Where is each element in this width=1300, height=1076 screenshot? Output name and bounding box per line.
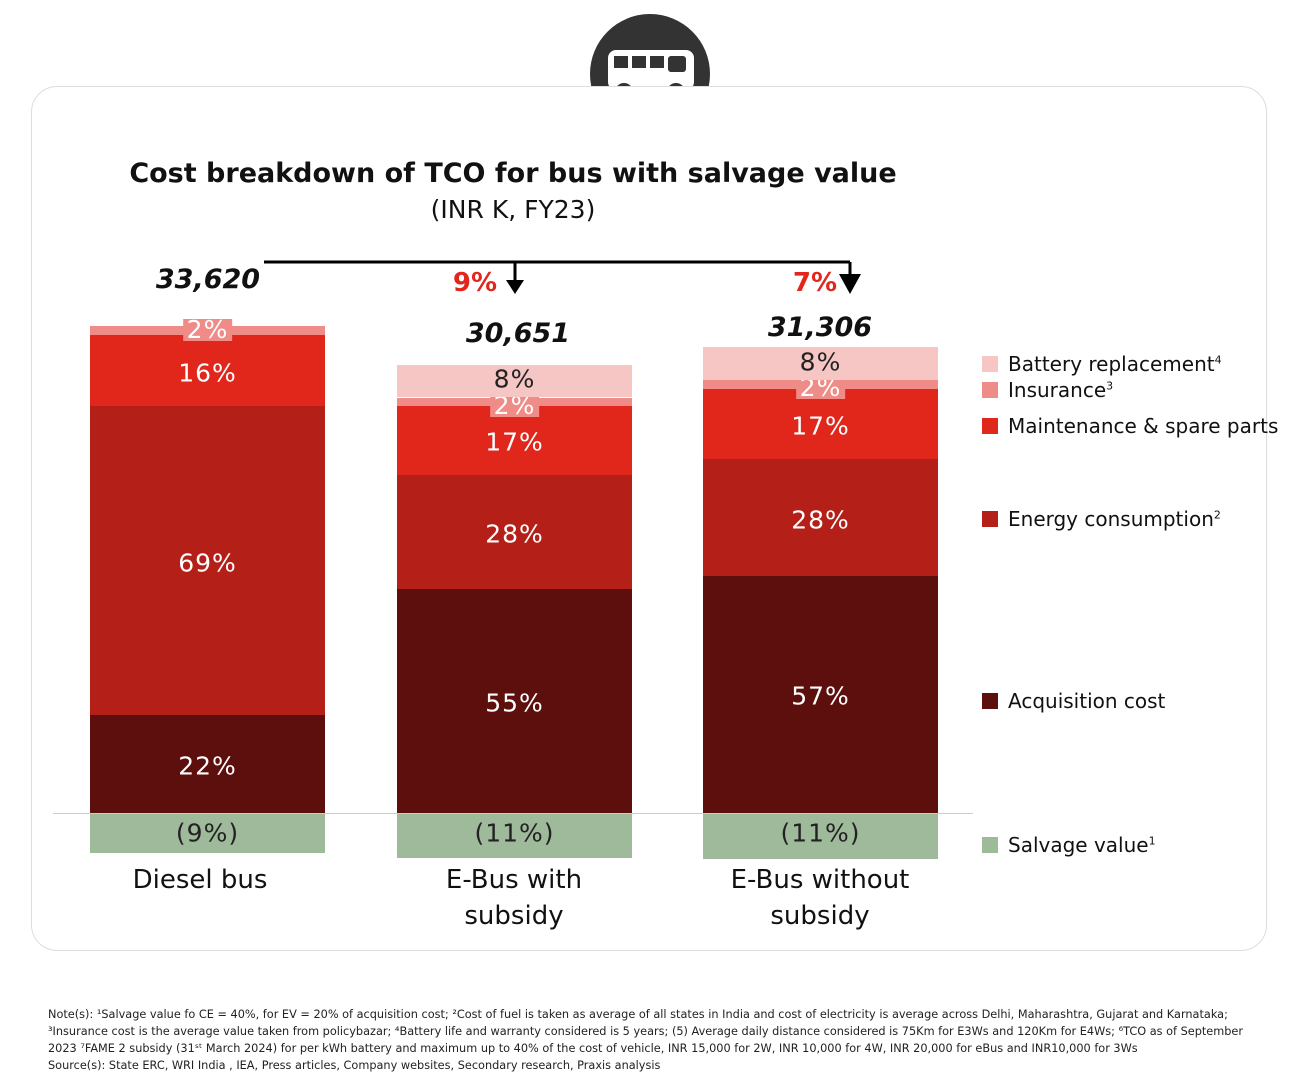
reduction-arrows (264, 260, 861, 294)
bar-segment-salvage (90, 813, 325, 854)
legend-swatch (982, 511, 998, 527)
chart-title: Cost breakdown of TCO for bus with salva… (129, 158, 897, 189)
legend-swatch (982, 693, 998, 709)
bar-segment-acquisition (90, 714, 325, 813)
bar-segment-maintenance (90, 334, 325, 407)
arrow-down-icon (839, 274, 861, 294)
legend-label: Energy consumption2 (1008, 507, 1221, 531)
reduction-label: 7% (792, 268, 838, 298)
baseline (53, 813, 973, 814)
legend-item-insurance: Insurance3 (982, 378, 1113, 402)
bar-segment-maintenance (397, 405, 632, 475)
chart-subtitle: (INR K, FY23) (430, 195, 596, 224)
legend-swatch (982, 418, 998, 434)
legend-label: Battery replacement4 (1008, 352, 1222, 376)
bar-segment-acquisition (703, 575, 938, 813)
bar-segment-battery (703, 347, 938, 381)
total-label: 33,620 (155, 264, 261, 295)
bar-segment-salvage (397, 813, 632, 858)
bar-segment-energy (703, 459, 938, 576)
bar-value-label: (11%) (780, 818, 861, 848)
bar-value-label: 17% (485, 427, 544, 457)
bar-value-label: 57% (791, 681, 850, 711)
bar-value-label: 8% (493, 364, 536, 394)
bar-value-label: 22% (178, 751, 237, 781)
legend-label: Salvage value1 (1008, 833, 1156, 857)
bar-segment-acquisition (397, 588, 632, 813)
reduction-label: 9% (452, 268, 498, 298)
category-label: E-Bus without subsidy (730, 865, 910, 931)
legend-item-acquisition: Acquisition cost (982, 689, 1165, 713)
bar-segment-energy (397, 474, 632, 589)
bar-segment-energy (90, 406, 325, 715)
arrow-down-icon (506, 280, 524, 294)
bar-segment-battery (397, 364, 632, 398)
legend-swatch (982, 837, 998, 853)
bar-value-label: (11%) (474, 818, 555, 848)
bar-value-label: 17% (791, 411, 850, 441)
legend-swatch (982, 356, 998, 372)
note-line: Note(s): ¹Salvage value fo CE = 40%, for… (48, 1008, 1228, 1021)
total-label: 30,651 (465, 318, 571, 349)
bar-value-label: 69% (178, 548, 237, 578)
legend-label: Maintenance & spare parts (1008, 414, 1279, 438)
bar-value-label: 2% (489, 393, 540, 418)
bar-value-label: 16% (178, 358, 237, 388)
category-label: E-Bus with subsidy (445, 865, 583, 931)
legend-label: Acquisition cost (1008, 689, 1166, 713)
bar-value-label: 2% (182, 317, 233, 342)
note-line: ³Insurance cost is the average value tak… (48, 1025, 1244, 1038)
bar-segment-maintenance (703, 388, 938, 460)
legend-swatch (982, 382, 998, 398)
legend-item-battery: Battery replacement4 (982, 352, 1222, 376)
bar-value-label: 28% (791, 505, 850, 535)
legend-item-energy: Energy consumption2 (982, 507, 1221, 531)
bar-value-label: 8% (799, 347, 842, 377)
legend-item-maintenance: Maintenance & spare parts (982, 414, 1278, 438)
category-label: Diesel bus (132, 865, 268, 895)
note-line: 2023 ⁷FAME 2 subsidy (31ˢᵗ March 2024) f… (48, 1042, 1138, 1055)
note-line: Source(s): State ERC, WRI India , IEA, P… (48, 1059, 661, 1072)
bar-segment-salvage (703, 813, 938, 859)
notes: Note(s): ¹Salvage value fo CE = 40%, for… (48, 1006, 1268, 1074)
bar-value-label: 55% (485, 688, 544, 718)
bar-value-label: (9%) (175, 818, 240, 848)
bar-value-label: 28% (485, 519, 544, 549)
legend-item-salvage: Salvage value1 (982, 833, 1156, 857)
bar-value-label: 2% (795, 375, 846, 400)
legend-label: Insurance3 (1008, 378, 1114, 402)
total-label: 31,306 (767, 312, 873, 343)
